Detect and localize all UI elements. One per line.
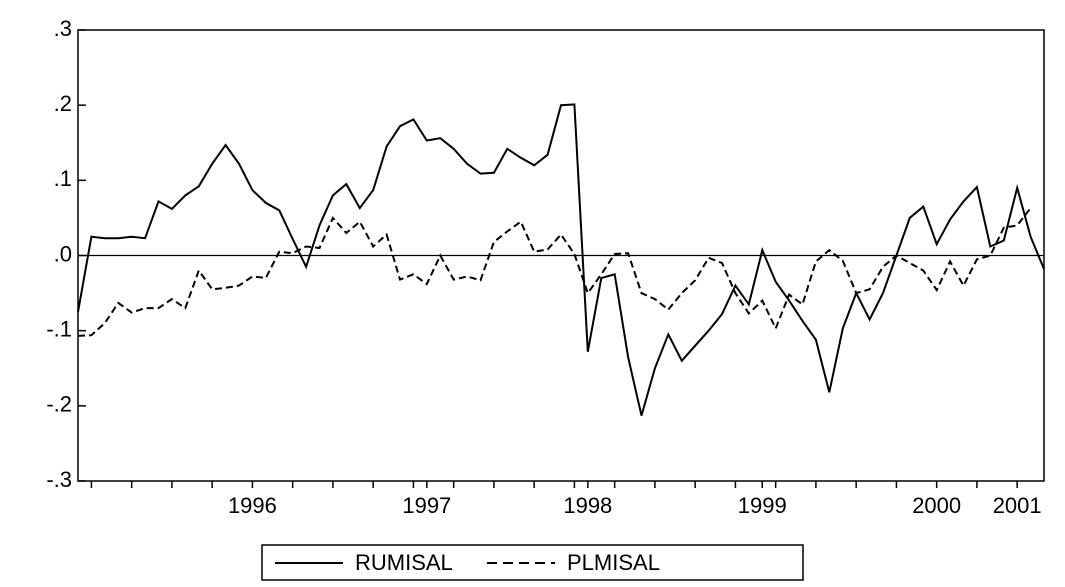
x-tick-label: 1998	[563, 493, 612, 518]
x-tick-label: 2000	[912, 493, 961, 518]
y-tick-label: .0	[54, 241, 72, 266]
y-tick-label: -.3	[46, 467, 72, 492]
legend-box	[261, 544, 804, 581]
series-line	[77, 207, 1032, 337]
y-tick-label: .1	[54, 166, 72, 191]
x-tick-label: 1996	[228, 493, 277, 518]
x-tick-label: 1997	[402, 493, 451, 518]
y-tick-label: .2	[54, 91, 72, 116]
x-tick-label: 1999	[738, 493, 787, 518]
y-tick-label: -.2	[46, 392, 72, 417]
legend-label: RUMISAL	[355, 550, 453, 575]
legend-label: PLMISAL	[567, 550, 660, 575]
series-line	[77, 103, 1045, 416]
y-tick-label: .3	[54, 16, 72, 41]
x-tick-label: 2001	[993, 493, 1042, 518]
y-tick-label: -.1	[46, 316, 72, 341]
